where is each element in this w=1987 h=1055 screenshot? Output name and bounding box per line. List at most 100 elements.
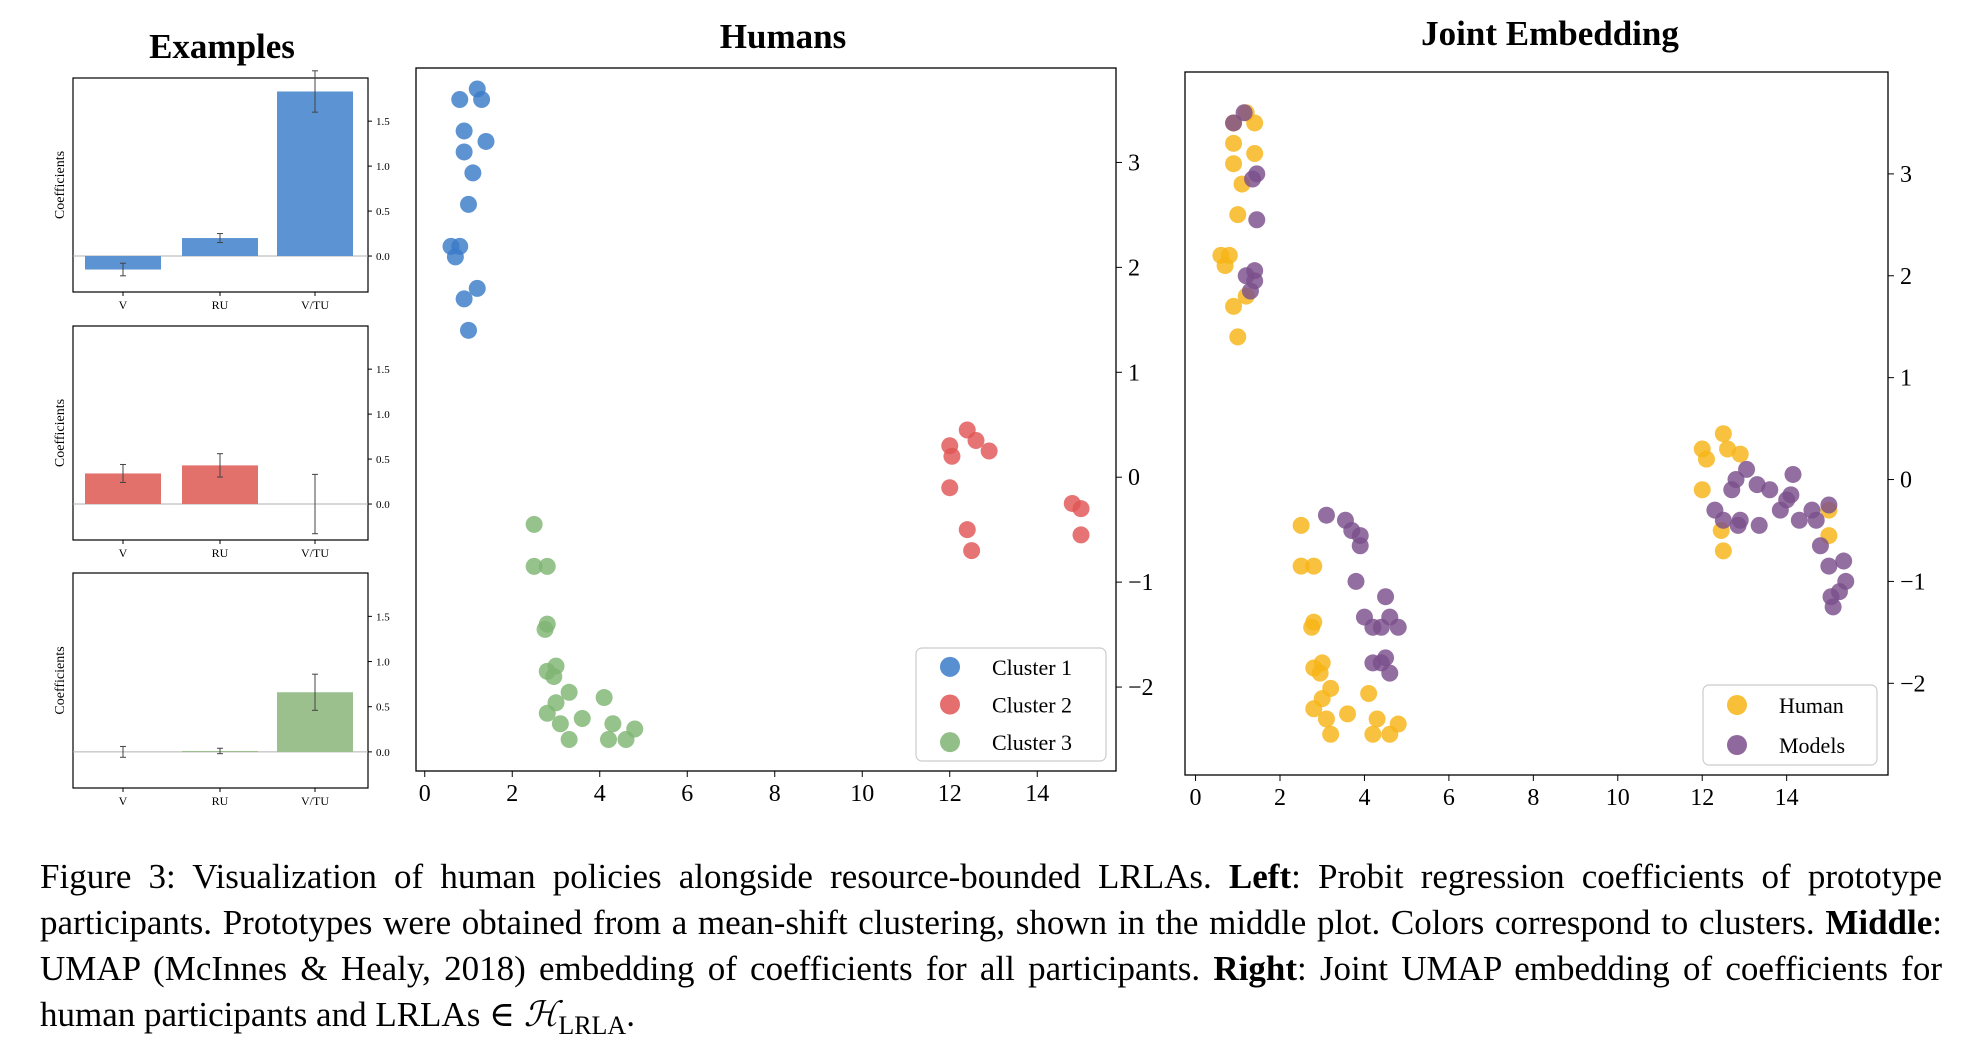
data-point [1820, 557, 1838, 575]
data-point [1305, 700, 1323, 718]
data-point [1339, 705, 1357, 723]
x-tick-label: V [119, 794, 128, 808]
data-point [446, 248, 464, 266]
bar-plot-frame [72, 572, 369, 789]
data-point [1225, 114, 1243, 132]
data-point [980, 442, 998, 460]
data-point [1229, 206, 1247, 224]
x-tick-label: 8 [1527, 785, 1539, 811]
y-tick-label: 1.5 [376, 611, 390, 623]
data-point [455, 143, 473, 161]
data-point [1807, 511, 1825, 529]
y-tick-label: 2 [1128, 255, 1140, 281]
data-point [460, 321, 477, 339]
data-point [1368, 710, 1386, 728]
figure-caption: Figure 3: Visualization of human policie… [40, 854, 1942, 1049]
data-point [600, 731, 617, 749]
y-tick-label: 0 [1128, 465, 1140, 491]
data-point [943, 447, 961, 465]
data-point [1305, 557, 1323, 575]
data-point [595, 689, 613, 707]
x-tick-label: V/TU [301, 794, 329, 808]
y-tick-label: 0.0 [376, 747, 390, 759]
data-point [1381, 725, 1399, 743]
legend-marker [940, 732, 960, 753]
x-tick-label: V/TU [301, 298, 329, 312]
data-point [1693, 481, 1711, 499]
data-point [1246, 114, 1264, 132]
data-point [1372, 618, 1390, 636]
data-point [1292, 516, 1310, 534]
legend-label: Cluster 2 [992, 693, 1072, 718]
x-tick-label: RU [212, 546, 229, 560]
data-point [958, 521, 976, 539]
y-tick-label: 1 [1128, 360, 1140, 386]
data-point [1714, 542, 1732, 560]
data-point [473, 90, 491, 108]
data-point [545, 668, 563, 686]
x-tick-label: 0 [419, 781, 431, 807]
data-point [1303, 618, 1321, 636]
caption-math-symbol: ℋ [523, 995, 559, 1034]
x-tick-label: 12 [1690, 785, 1714, 811]
data-point [538, 704, 556, 722]
data-point [1246, 145, 1264, 163]
x-tick-label: 8 [769, 781, 781, 807]
data-point [1697, 450, 1715, 468]
legend-marker [940, 694, 960, 715]
legend-marker [940, 656, 960, 677]
data-point [1216, 257, 1234, 275]
data-point [1824, 598, 1842, 616]
data-point [1225, 297, 1243, 315]
data-point [1377, 588, 1395, 606]
joint-title: Joint Embedding [1421, 14, 1679, 53]
y-tick-label: −2 [1128, 675, 1154, 701]
data-point [1248, 211, 1266, 229]
data-point [1241, 282, 1259, 300]
x-tick-label: 10 [850, 781, 874, 807]
x-tick-label: V/TU [301, 546, 329, 560]
data-point [1322, 725, 1340, 743]
data-point [1381, 664, 1399, 682]
data-point [1714, 511, 1732, 529]
y-tick-label: 2 [1900, 264, 1912, 290]
data-point [560, 683, 578, 701]
figure-canvas: Examples Humans Joint Embedding V RU V/TU 0… [53, 14, 1926, 811]
scatter-plot-frame [1184, 71, 1889, 776]
x-tick-label: 14 [1775, 785, 1799, 811]
data-point [538, 557, 556, 575]
data-point [967, 431, 985, 449]
data-point [963, 542, 981, 560]
data-point [1292, 557, 1310, 575]
data-point [551, 715, 569, 733]
y-tick-label: 0.0 [376, 251, 390, 263]
data-point [1771, 501, 1789, 519]
y-tick-label: 1.5 [376, 116, 390, 128]
data-point [1229, 328, 1247, 346]
x-tick-label: 14 [1025, 781, 1049, 807]
legend-box [915, 647, 1107, 762]
x-tick-label: 2 [1274, 785, 1286, 811]
data-point [1738, 460, 1756, 478]
x-tick-label: RU [212, 298, 229, 312]
data-point [573, 710, 591, 728]
x-tick-label: 4 [1358, 785, 1370, 811]
data-point [1389, 618, 1407, 636]
bar [182, 238, 258, 257]
data-point [525, 515, 543, 533]
data-point [1835, 552, 1853, 570]
data-point [1729, 516, 1747, 534]
y-tick-label: 3 [1128, 150, 1140, 176]
data-point [1723, 481, 1741, 499]
examples-title: Examples [149, 27, 295, 66]
data-point [1235, 104, 1253, 122]
y-tick-label: 3 [1900, 162, 1912, 188]
y-axis-label: Coefficients [53, 151, 68, 219]
caption-part-1: Figure 3: Visualization of human policie… [40, 857, 1229, 896]
x-tick-label: V [119, 298, 128, 312]
caption-part-2: : Probit regression coefficients of prot… [40, 857, 1942, 942]
y-tick-label: −2 [1900, 671, 1926, 697]
y-tick-label: −1 [1900, 569, 1926, 595]
data-point [1317, 506, 1335, 524]
data-point [460, 195, 477, 213]
